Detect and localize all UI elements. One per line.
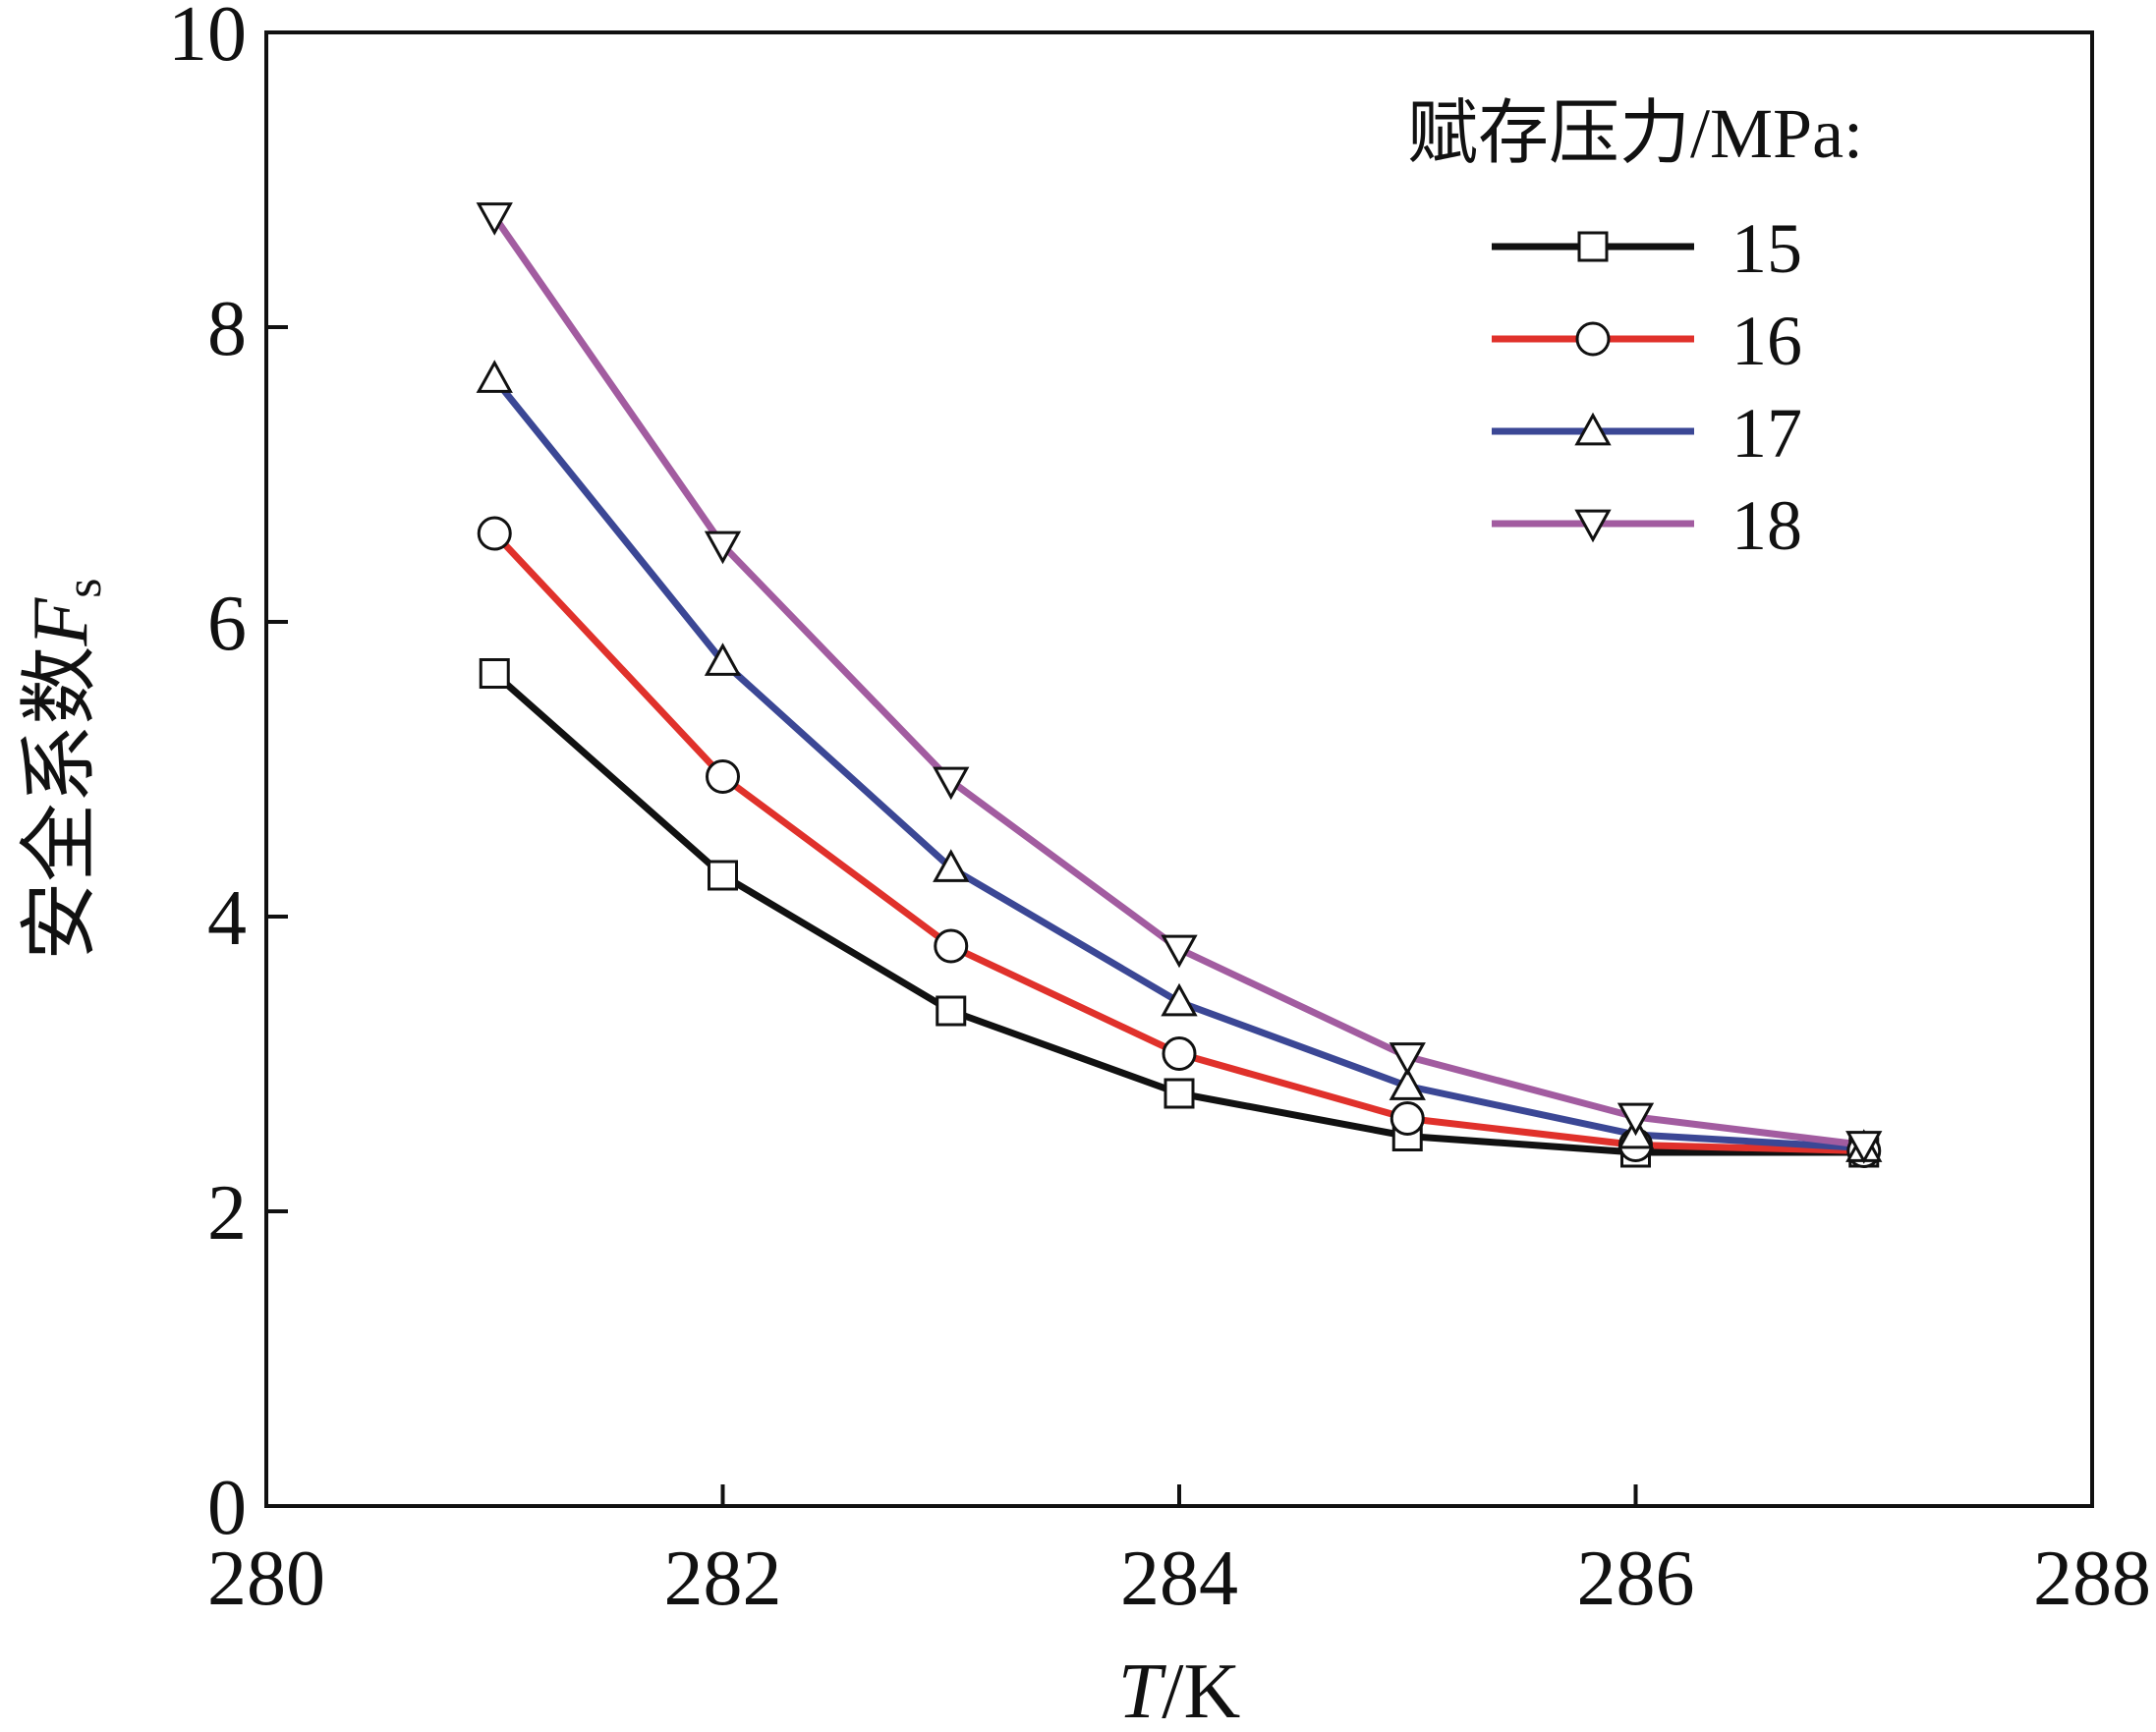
y-tick-label: 4 (207, 875, 247, 962)
data-point-triangle-up (1574, 412, 1612, 446)
y-axis-title-main: 安全系数 (18, 646, 104, 961)
y-axis-variable: F (18, 597, 104, 647)
y-tick-label: 10 (168, 0, 247, 78)
data-point-triangle-down (476, 202, 513, 236)
data-point-circle (1390, 1101, 1425, 1136)
legend-title: 赋存压力/MPa: (1407, 94, 1863, 173)
legend-label: 17 (1731, 394, 1802, 473)
data-point-square (936, 995, 967, 1027)
data-point-square (1163, 1078, 1195, 1109)
x-axis-variable: T (1118, 1648, 1167, 1732)
x-tick-label: 288 (2033, 1536, 2151, 1622)
data-point-circle (706, 759, 740, 794)
y-tick-label: 8 (207, 286, 247, 372)
plot-area-frame (264, 30, 2094, 1508)
x-tick-label: 286 (1577, 1536, 1695, 1622)
y-axis-subscript: s (56, 578, 112, 597)
axis-ticks: 280 282 284 286 288 0 2 4 6 8 10 (168, 0, 2151, 1622)
legend: 赋存压力/MPa: 15 16 17 18 (1407, 94, 1863, 565)
x-axis-unit: /K (1162, 1648, 1240, 1732)
data-point-triangle-up (933, 849, 970, 882)
series-layer (476, 202, 1883, 1168)
legend-item-18: 18 (1492, 486, 1802, 565)
y-tick-label: 0 (207, 1465, 247, 1551)
x-tick-label: 284 (1120, 1536, 1238, 1622)
series-15-markers (479, 658, 1880, 1168)
data-point-triangle-down (1389, 1042, 1426, 1076)
data-point-square (479, 658, 510, 689)
legend-label: 18 (1731, 486, 1802, 565)
y-tick-label: 6 (207, 581, 247, 667)
data-point-circle (934, 928, 969, 964)
data-point-triangle-down (1617, 1102, 1655, 1137)
legend-label: 15 (1731, 209, 1802, 288)
x-axis-title: T/K (1118, 1648, 1241, 1732)
x-tick-label: 280 (207, 1536, 325, 1622)
legend-item-17: 17 (1492, 394, 1802, 473)
data-point-triangle-down (933, 766, 970, 801)
data-point-circle (1575, 321, 1611, 357)
legend-label: 16 (1731, 302, 1802, 380)
series-18-markers (476, 202, 1883, 1164)
data-point-triangle-down (1574, 509, 1612, 543)
data-point-triangle-up (476, 360, 513, 393)
data-point-triangle-up (1161, 982, 1198, 1017)
data-point-circle (477, 516, 512, 551)
x-tick-label: 282 (664, 1536, 782, 1622)
series-line (491, 376, 1864, 1151)
data-point-triangle-down (1161, 934, 1198, 969)
data-point-triangle-down (1845, 1131, 1883, 1164)
series-17 (491, 376, 1864, 1151)
data-point-triangle-up (704, 643, 742, 676)
data-point-triangle-up (1389, 1067, 1426, 1100)
data-point-circle (1162, 1036, 1197, 1071)
data-point-triangle-down (704, 531, 742, 565)
legend-item-15: 15 (1492, 209, 1802, 288)
y-axis-title: 安全系数Fs (18, 578, 112, 960)
data-point-square (708, 860, 738, 891)
data-point-square (1577, 231, 1609, 262)
legend-item-16: 16 (1492, 302, 1802, 380)
y-tick-label: 2 (207, 1170, 247, 1257)
